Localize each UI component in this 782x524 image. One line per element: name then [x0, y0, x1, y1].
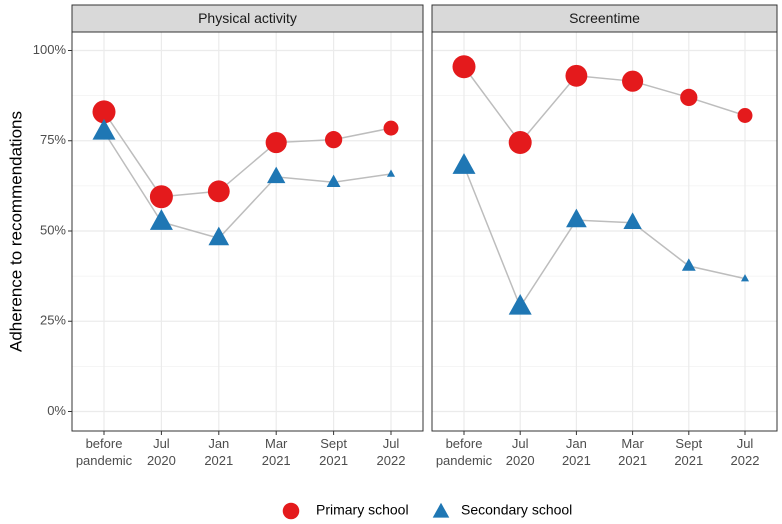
panel-border: [431, 31, 778, 432]
data-point-circle: [622, 70, 644, 92]
data-point-circle: [207, 180, 230, 203]
series-line-primary: [463, 66, 746, 144]
data-point-circle: [149, 185, 173, 209]
data-point-triangle: [432, 502, 450, 518]
panel-border: [71, 31, 424, 432]
x-tick-label: Mar 2021: [262, 436, 291, 468]
data-point-triangle: [208, 226, 230, 246]
y-tick-label: 75%: [40, 132, 66, 147]
y-axis-title: Adherence to recommendations: [6, 111, 25, 352]
data-point-circle: [737, 108, 753, 123]
data-point-circle: [565, 64, 588, 87]
x-tick-label: Jul 2022: [731, 436, 760, 468]
data-point-circle: [324, 131, 343, 149]
y-tick-label: 50%: [40, 222, 66, 237]
x-tick-label: Jan 2021: [204, 436, 233, 468]
legend-label: Primary school: [316, 502, 409, 518]
data-point-circle: [680, 88, 698, 107]
y-tick-label: 100%: [33, 42, 67, 57]
data-point-triangle: [267, 166, 286, 184]
facet-strip: [431, 4, 778, 33]
data-point-circle: [383, 120, 399, 136]
data-point-circle: [282, 502, 300, 520]
facet-panel-2: Screentime before pandemic Jul 2020 Jan 2021 Ma…: [431, 4, 778, 468]
series-line-primary: [103, 111, 392, 198]
x-tick-label: Mar 2021: [618, 436, 647, 468]
x-tick-label: Jul 2022: [377, 436, 406, 468]
data-point-triangle: [681, 258, 696, 271]
legend: Primary school Secondary school: [282, 502, 572, 520]
x-tick-label: Jan 2021: [562, 436, 591, 468]
data-point-triangle: [149, 209, 173, 230]
data-point-triangle: [92, 118, 116, 140]
series-line-secondary: [103, 131, 392, 240]
x-tick-label: Sept 2021: [319, 436, 348, 468]
data-point-circle: [92, 100, 116, 124]
data-point-triangle: [508, 293, 532, 315]
data-point-circle: [265, 131, 287, 154]
data-point-triangle: [452, 153, 476, 174]
facet-strip: [71, 4, 424, 33]
facet-title: Screentime: [569, 10, 640, 26]
data-point-triangle: [386, 169, 396, 177]
facet-panel-1: Physical activity before pandemic Jul 2020 Ja…: [71, 4, 424, 468]
x-tick-label: Sept 2021: [674, 436, 703, 468]
data-point-triangle: [623, 212, 642, 229]
data-point-circle: [452, 55, 476, 79]
y-tick-label: 25%: [40, 313, 66, 328]
data-point-triangle: [566, 208, 587, 228]
x-tick-label: before pandemic: [76, 436, 133, 468]
data-point-triangle: [740, 274, 750, 282]
y-tick-label: 0%: [47, 403, 66, 418]
x-tick-label: before pandemic: [436, 436, 493, 468]
x-tick-label: Jul 2020: [506, 436, 535, 468]
data-point-circle: [508, 131, 532, 155]
series-line-secondary: [463, 165, 746, 309]
data-point-triangle: [326, 174, 341, 187]
facet-title: Physical activity: [198, 10, 297, 26]
legend-label: Secondary school: [461, 502, 572, 518]
x-tick-label: Jul 2020: [147, 436, 176, 468]
